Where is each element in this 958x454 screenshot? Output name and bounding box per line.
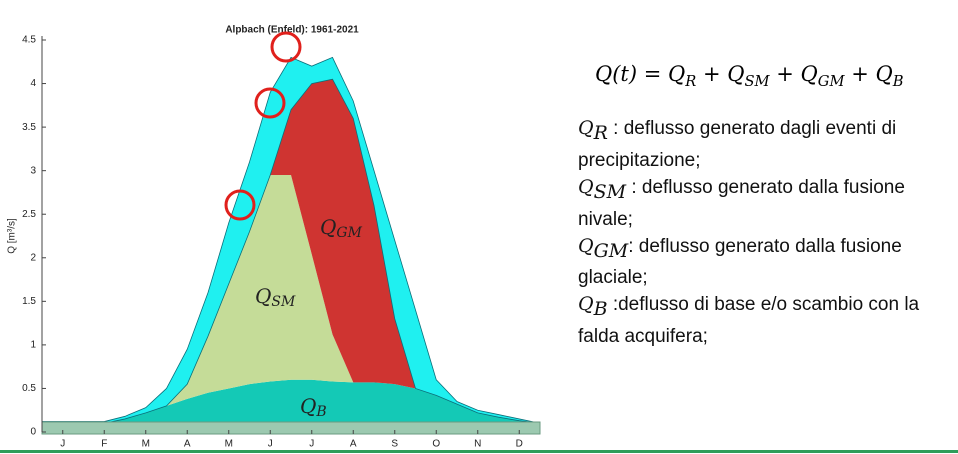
definition: QR : deflusso generato dagli eventi di p… bbox=[578, 115, 953, 174]
y-tick-label: 2.5 bbox=[22, 209, 36, 220]
y-axis-label: Q [m³/s] bbox=[7, 218, 18, 254]
y-tick-label: 2 bbox=[30, 252, 36, 263]
x-tick-label: M bbox=[225, 439, 233, 450]
definition-text: : deflusso generato dalla fusione nivale… bbox=[578, 176, 905, 230]
x-tick-label: F bbox=[101, 439, 107, 450]
formula-text: + Q bbox=[696, 62, 745, 86]
y-tick-label: 0.5 bbox=[22, 383, 36, 394]
x-tick-label: J bbox=[60, 439, 65, 450]
x-tick-label: A bbox=[350, 439, 357, 450]
label-sub: SM bbox=[271, 294, 296, 310]
definition-sub: GM bbox=[593, 239, 629, 262]
definition-symbol: Q bbox=[578, 175, 594, 198]
definition-symbol: Q bbox=[578, 234, 594, 257]
definition-sub: SM bbox=[593, 180, 627, 203]
x-tick-label: J bbox=[309, 439, 314, 450]
area-label: QB bbox=[300, 394, 327, 421]
definition-text: :deflusso di base e/o scambio con la fal… bbox=[578, 294, 920, 348]
area bbox=[42, 79, 540, 424]
definition-sub: B bbox=[593, 298, 608, 321]
formula-text: + Q bbox=[769, 62, 818, 86]
label-sub: B bbox=[315, 404, 326, 420]
footer-line bbox=[0, 450, 958, 453]
x-tick-label: S bbox=[391, 439, 398, 450]
area bbox=[42, 175, 540, 424]
formula-text: + Q bbox=[844, 62, 893, 86]
formula: Q(t) = QR + QSM + QGM + QB bbox=[595, 62, 903, 90]
x-tick-label: D bbox=[516, 439, 523, 450]
y-tick-label: 4.5 bbox=[22, 35, 36, 46]
formula-sub: B bbox=[892, 73, 904, 91]
label-sub: GM bbox=[336, 225, 362, 241]
formula-sub: GM bbox=[817, 73, 845, 91]
area-label: QGM bbox=[320, 215, 363, 242]
x-tick-label: O bbox=[432, 439, 440, 450]
formula-text: Q(t) = Q bbox=[595, 62, 686, 86]
highlight-circle bbox=[254, 87, 286, 119]
area-label: QSM bbox=[255, 284, 296, 311]
x-tick-label: J bbox=[268, 439, 273, 450]
definition-text: : deflusso generato dagli eventi di prec… bbox=[578, 118, 897, 171]
definition-sub: R bbox=[593, 121, 608, 144]
formula-sub: SM bbox=[744, 73, 770, 91]
definition: QGM: deflusso generato dalla fusione gla… bbox=[578, 233, 953, 292]
y-tick-label: 3.5 bbox=[22, 122, 36, 133]
area bbox=[42, 379, 540, 432]
definition-symbol: Q bbox=[578, 117, 594, 139]
formula-sub: R bbox=[685, 73, 697, 91]
definition-symbol: Q bbox=[578, 293, 594, 316]
chart: Alpbach (Enfeld): 1961-2021 Q [m³/s] 0 0.… bbox=[7, 25, 541, 450]
definition-text: : deflusso generato dalla fusione glacia… bbox=[578, 235, 902, 289]
definition: QSM : deflusso generato dalla fusione ni… bbox=[578, 174, 953, 233]
x-tick-label: A bbox=[184, 439, 191, 450]
x-tick-label: M bbox=[142, 439, 150, 450]
chart-title: Alpbach (Enfeld): 1961-2021 bbox=[225, 25, 359, 36]
label-symbol: Q bbox=[320, 215, 336, 239]
y-tick-label: 0 bbox=[30, 427, 36, 438]
highlight-circle bbox=[270, 31, 302, 63]
label-symbol: Q bbox=[255, 284, 271, 308]
y-tick-label: 4 bbox=[30, 78, 36, 89]
y-tick-label: 1.5 bbox=[22, 296, 36, 307]
y-tick-label: 3 bbox=[30, 165, 36, 176]
x-axis-band bbox=[41, 421, 541, 435]
definition: QB :deflusso di base e/o scambio con la … bbox=[578, 291, 953, 350]
y-tick-label: 1 bbox=[30, 340, 36, 351]
x-tick-label: N bbox=[474, 439, 481, 450]
label-symbol: Q bbox=[300, 394, 316, 418]
highlight-circle bbox=[224, 189, 256, 221]
definitions: QR : deflusso generato dagli eventi di p… bbox=[578, 115, 953, 350]
